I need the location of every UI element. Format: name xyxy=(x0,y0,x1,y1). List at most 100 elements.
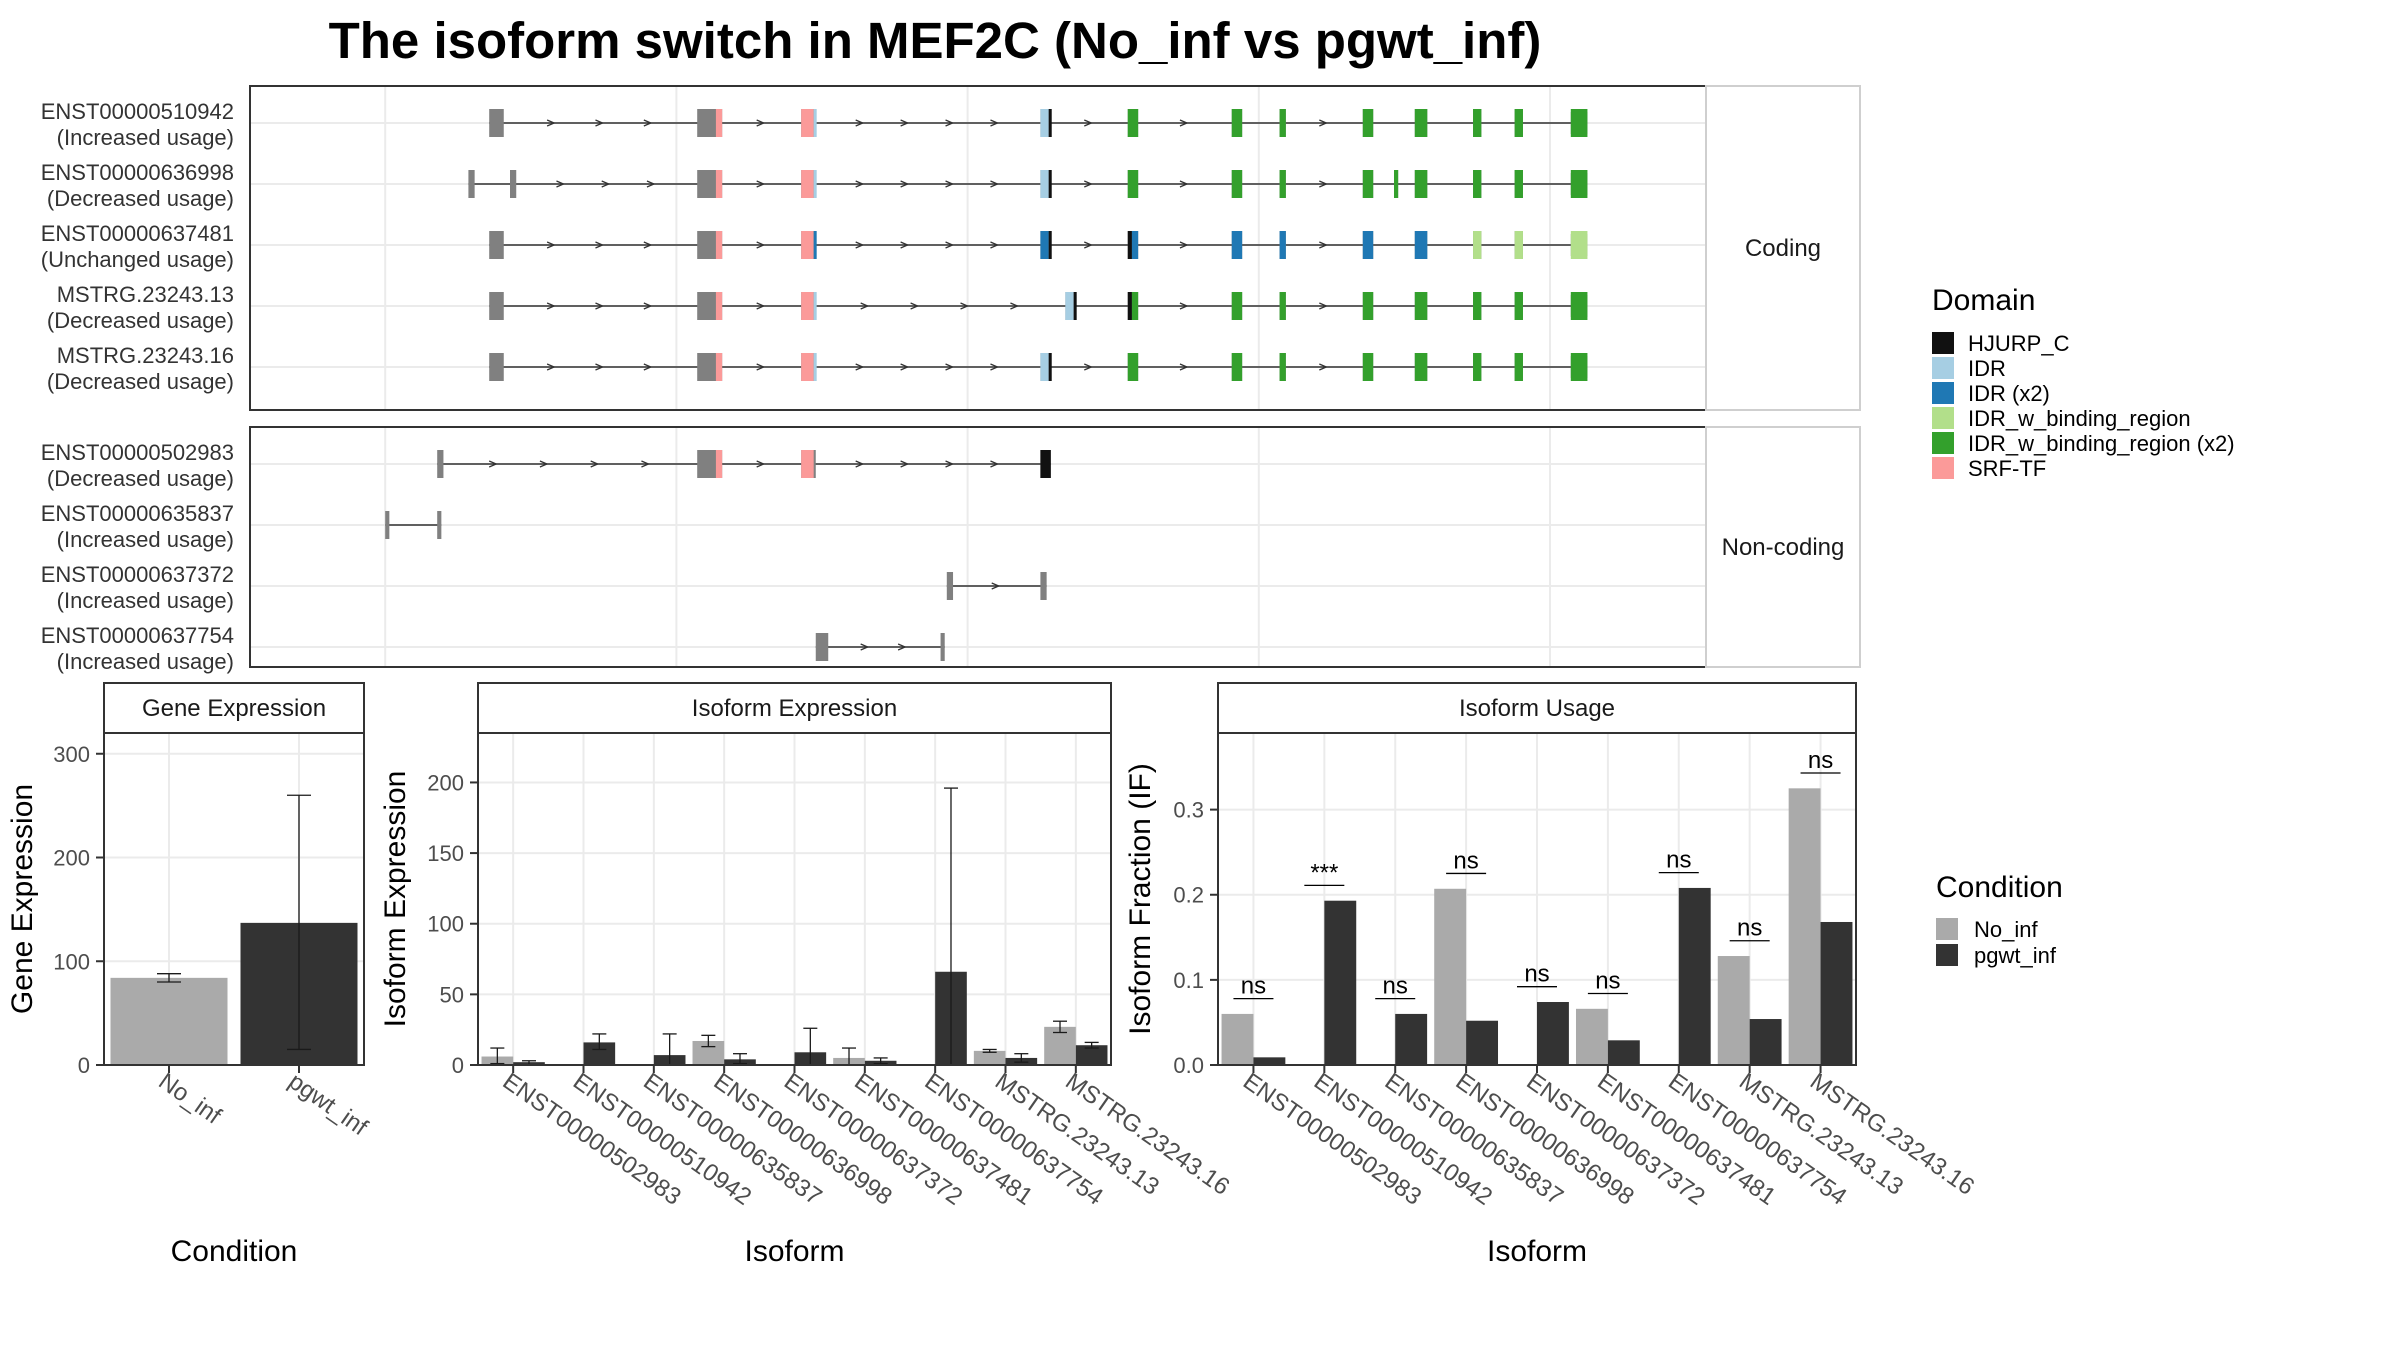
bar-No_inf xyxy=(1221,1013,1254,1065)
domain-hjurp-c xyxy=(1048,231,1052,259)
intron-arrow xyxy=(756,180,766,188)
bar-No_inf xyxy=(1044,1026,1076,1065)
exon xyxy=(489,353,504,381)
domain-srf-tf xyxy=(801,450,814,478)
error-bar xyxy=(982,1048,997,1053)
domain-srf-tf xyxy=(715,231,723,259)
panel-strip xyxy=(1217,682,1857,734)
intron-arrow xyxy=(595,302,605,310)
bar-pgwt_inf xyxy=(1324,900,1357,1065)
intron-arrow xyxy=(595,363,605,371)
intron-arrow xyxy=(945,180,955,188)
intron-arrow xyxy=(855,363,865,371)
y-tick-label: 0.2 xyxy=(1173,883,1204,908)
bar-pgwt_inf xyxy=(1678,887,1711,1065)
transcript-status-label: (Decreased usage) xyxy=(47,369,234,394)
y-tick-label: 100 xyxy=(427,912,464,937)
legend-swatch xyxy=(1936,944,1958,966)
y-tick-label: 0.0 xyxy=(1173,1053,1204,1078)
y-tick-label: 200 xyxy=(427,770,464,795)
domain-idr-w-binding-region-x2 xyxy=(1362,353,1374,381)
domain-srf-tf xyxy=(715,353,723,381)
intron-arrow xyxy=(1084,363,1093,371)
y-tick-label: 50 xyxy=(440,982,464,1007)
legend-swatch xyxy=(1932,357,1954,379)
significance-label: ns xyxy=(1595,967,1620,994)
domain-idr-w-binding-region-x2 xyxy=(1414,353,1428,381)
y-tick-label: 150 xyxy=(427,841,464,866)
domain-srf-tf xyxy=(801,109,814,137)
panel-background xyxy=(250,427,1706,667)
exon xyxy=(489,109,504,137)
domain-srf-tf xyxy=(801,170,814,198)
intron-arrow xyxy=(546,363,556,371)
domain-idr xyxy=(813,353,817,381)
exon xyxy=(489,231,504,259)
transcript-id-label: ENST00000635837 xyxy=(41,501,234,526)
transcript-status-label: (Increased usage) xyxy=(57,527,234,552)
y-axis-title: Gene Expression xyxy=(6,784,39,1014)
domain-hjurp-c xyxy=(1040,450,1051,478)
transcript-status-label: (Decreased usage) xyxy=(47,308,234,333)
panel-background xyxy=(250,86,1706,410)
domain-idr-w-binding-region-x2 xyxy=(1514,109,1523,137)
domain-idr-w-binding-region-x2 xyxy=(1279,353,1286,381)
transcript-ENST00000635837 xyxy=(385,511,442,539)
transcript-id-label: MSTRG.23243.13 xyxy=(57,282,234,307)
intron-arrow xyxy=(990,363,1000,371)
panel-strip-label: Isoform Expression xyxy=(692,695,897,722)
legend-swatch xyxy=(1932,432,1954,454)
y-tick-label: 200 xyxy=(53,846,90,871)
transcript-status-label: (Unchanged usage) xyxy=(41,247,234,272)
domain-idr-w-binding-region-x2 xyxy=(1231,292,1243,320)
domain-idr-w-binding-region-x2 xyxy=(1570,170,1588,198)
domain-idr-x2 xyxy=(1362,231,1374,259)
domain-idr xyxy=(1040,170,1049,198)
bar-No_inf xyxy=(1717,956,1750,1065)
transcript-ENST00000637481 xyxy=(489,231,1588,259)
intron-arrow xyxy=(488,460,498,468)
error-bar xyxy=(157,973,181,983)
y-tick-label: 0.1 xyxy=(1173,968,1204,993)
significance-label: ns xyxy=(1737,915,1762,942)
intron-arrow xyxy=(990,241,1000,249)
domain-idr-w-binding-region-x2 xyxy=(1570,109,1588,137)
domain-legend-title: Domain xyxy=(1932,284,2035,317)
intron-arrow xyxy=(643,363,653,371)
error-bar xyxy=(701,1034,716,1048)
intron-arrow xyxy=(897,643,907,651)
intron-arrow xyxy=(1084,119,1093,127)
domain-idr-w-binding-region xyxy=(1473,231,1482,259)
domain-idr-w-binding-region-x2 xyxy=(1279,292,1286,320)
bar-No_inf xyxy=(973,1050,1006,1065)
domain-idr-w-binding-region-x2 xyxy=(1127,109,1139,137)
error-bar xyxy=(592,1033,607,1051)
intron-arrow xyxy=(960,302,970,310)
domain-idr-w-binding-region-x2 xyxy=(1279,170,1286,198)
domain-idr-w-binding-region-x2 xyxy=(1231,353,1243,381)
intron-arrow xyxy=(546,119,556,127)
bar-No_inf xyxy=(1575,1008,1608,1065)
domain-srf-tf xyxy=(801,353,814,381)
intron-arrow xyxy=(595,119,605,127)
panel-strip xyxy=(477,682,1112,734)
domain-srf-tf xyxy=(715,450,723,478)
legend-label: SRF-TF xyxy=(1968,456,2046,481)
domain-hjurp-c xyxy=(1048,109,1052,137)
intron-arrow xyxy=(945,119,955,127)
gene-structure-panels: ENST00000510942(Increased usage)ENST0000… xyxy=(41,85,1861,674)
bar-pgwt_inf xyxy=(1537,1002,1569,1065)
domain-hjurp-c xyxy=(1048,353,1052,381)
legend-label: HJURP_C xyxy=(1968,331,2070,356)
legend-label: IDR (x2) xyxy=(1968,381,2050,406)
intron-arrow xyxy=(643,241,653,249)
domain-idr-w-binding-region-x2 xyxy=(1362,170,1374,198)
facet-strip xyxy=(1705,426,1861,668)
structure-panel-non-coding: ENST00000502983(Decreased usage) ENST0000… xyxy=(41,426,1861,674)
intron-arrow xyxy=(595,241,605,249)
exon xyxy=(510,170,517,198)
bar-pgwt_inf xyxy=(1749,1019,1782,1065)
transcript-ENST00000637754 xyxy=(815,633,945,661)
intron-arrow xyxy=(1179,302,1189,310)
error-bar xyxy=(490,1047,505,1065)
